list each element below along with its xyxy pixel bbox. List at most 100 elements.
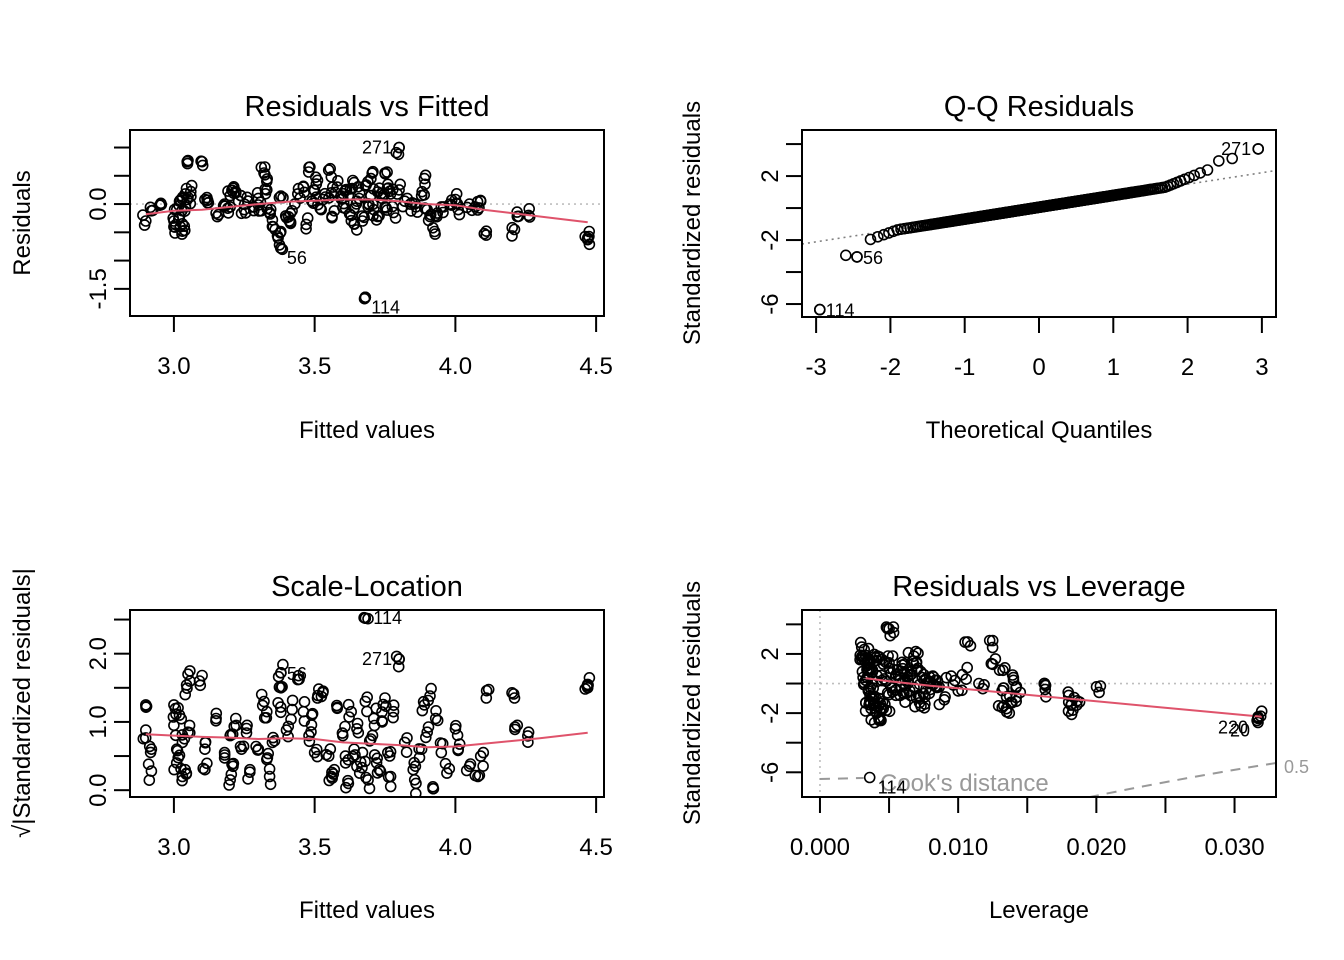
y-tick-label: -1.5 bbox=[85, 268, 112, 309]
smoother-line bbox=[865, 677, 1263, 718]
data-point bbox=[294, 192, 306, 204]
data-point bbox=[346, 750, 359, 763]
smoother-line bbox=[145, 731, 588, 749]
data-point bbox=[512, 210, 525, 223]
data-point bbox=[180, 767, 193, 780]
data-point bbox=[453, 738, 466, 750]
data-point bbox=[939, 691, 951, 703]
data-point bbox=[993, 664, 1006, 677]
data-point bbox=[277, 658, 289, 671]
data-point bbox=[427, 782, 440, 795]
data-point bbox=[282, 720, 295, 733]
x-tick-label: 3.0 bbox=[157, 834, 190, 861]
data-point bbox=[259, 183, 272, 195]
data-point bbox=[263, 763, 276, 775]
data-point bbox=[878, 673, 890, 685]
data-point bbox=[348, 202, 360, 214]
x-tick-label: 0.000 bbox=[790, 834, 850, 861]
data-point bbox=[477, 760, 489, 772]
data-point bbox=[356, 761, 368, 774]
data-point bbox=[303, 735, 316, 748]
data-point bbox=[242, 773, 254, 785]
data-point bbox=[199, 743, 211, 756]
outlier-label: 271 bbox=[1221, 139, 1251, 159]
data-point bbox=[240, 722, 253, 735]
data-point bbox=[354, 756, 367, 768]
data-point bbox=[210, 714, 222, 727]
data-point bbox=[383, 185, 396, 198]
data-point bbox=[363, 735, 376, 747]
data-point bbox=[522, 736, 534, 749]
y-tick-label: 2 bbox=[757, 647, 784, 660]
data-point bbox=[508, 223, 521, 236]
data-point bbox=[181, 155, 193, 168]
data-point bbox=[142, 758, 155, 771]
data-point bbox=[343, 711, 355, 723]
smoother-line bbox=[145, 198, 588, 224]
outlier-label: 20 bbox=[1230, 720, 1250, 740]
data-point bbox=[324, 162, 337, 175]
data-point bbox=[419, 169, 432, 182]
data-point bbox=[421, 726, 434, 739]
data-point bbox=[1000, 706, 1013, 718]
data-point bbox=[356, 210, 368, 222]
data-point bbox=[509, 723, 521, 736]
qq-reference-line bbox=[802, 169, 1276, 245]
plot-frame bbox=[129, 609, 605, 798]
data-point bbox=[583, 230, 595, 243]
data-point bbox=[381, 166, 393, 178]
data-point bbox=[1010, 680, 1023, 693]
data-point bbox=[1194, 167, 1206, 179]
x-tick-label: -2 bbox=[880, 354, 901, 381]
y-axis-label: Residuals bbox=[9, 170, 36, 275]
data-point bbox=[326, 212, 338, 224]
data-point bbox=[886, 650, 899, 662]
data-point bbox=[360, 771, 372, 784]
y-tick-label: 0.0 bbox=[85, 187, 112, 220]
data-point bbox=[900, 687, 913, 699]
data-point bbox=[273, 681, 286, 693]
outlier-label: 271 bbox=[362, 649, 392, 669]
data-point bbox=[349, 749, 361, 761]
data-point bbox=[896, 656, 908, 669]
outlier-label: 114 bbox=[373, 608, 402, 628]
data-point bbox=[873, 713, 886, 725]
outlier-point bbox=[359, 291, 372, 304]
data-point bbox=[223, 779, 235, 791]
data-point bbox=[401, 732, 413, 744]
data-point bbox=[413, 743, 425, 755]
data-point bbox=[342, 698, 355, 711]
data-point bbox=[300, 218, 313, 231]
data-point bbox=[940, 671, 953, 684]
data-point bbox=[185, 179, 198, 192]
data-point bbox=[422, 694, 435, 707]
data-point bbox=[956, 684, 968, 697]
data-point bbox=[340, 183, 353, 196]
data-point bbox=[336, 727, 349, 739]
data-point bbox=[228, 187, 240, 200]
outlier-point bbox=[393, 653, 405, 665]
x-tick-label: 4.0 bbox=[439, 834, 472, 861]
data-point bbox=[868, 655, 880, 667]
data-point bbox=[322, 164, 335, 176]
data-point bbox=[889, 689, 902, 702]
data-point bbox=[362, 774, 374, 786]
y-tick-label: 2.0 bbox=[85, 637, 112, 670]
panel-qq-residuals: Q-Q Residuals Theoretical Quantiles Stan… bbox=[679, 91, 1277, 444]
y-tick-label: -6 bbox=[757, 762, 784, 783]
data-point bbox=[416, 704, 429, 717]
cooks-distance-contour-label: 0.5 bbox=[1284, 757, 1309, 777]
data-point bbox=[199, 763, 211, 776]
x-axis-label: Fitted values bbox=[299, 897, 435, 924]
y-axis-label: Standardized residuals bbox=[679, 101, 706, 345]
data-point bbox=[140, 701, 152, 714]
data-point bbox=[179, 224, 191, 237]
data-point bbox=[1252, 716, 1264, 729]
data-point bbox=[579, 230, 592, 243]
data-point bbox=[874, 697, 887, 710]
data-point bbox=[171, 744, 184, 757]
data-point bbox=[1073, 696, 1086, 708]
data-point bbox=[201, 194, 214, 207]
data-point bbox=[178, 220, 191, 232]
data-point bbox=[367, 209, 379, 222]
